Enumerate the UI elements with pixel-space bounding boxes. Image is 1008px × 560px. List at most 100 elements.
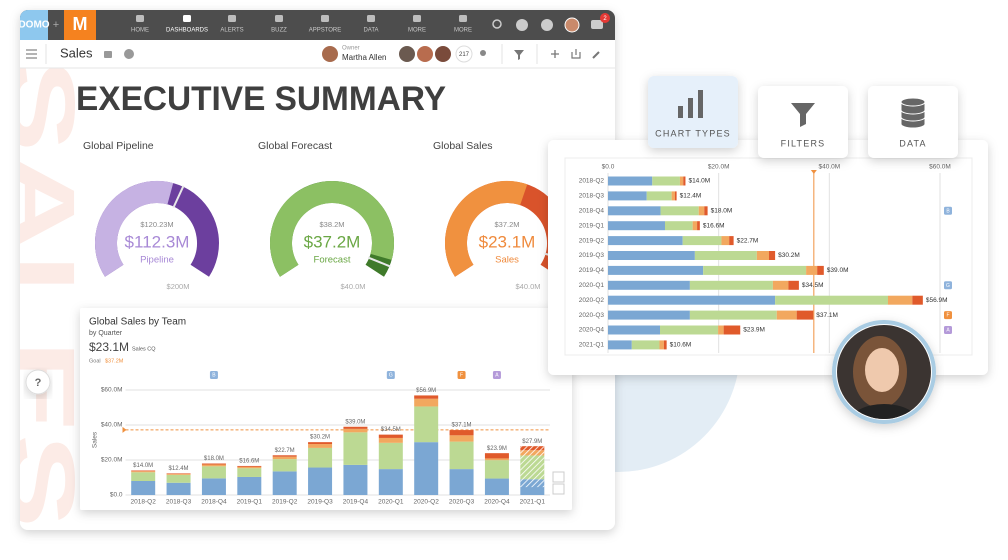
nav-icon[interactable] (136, 15, 144, 22)
bar-segment (704, 206, 708, 216)
annotation-text: B (946, 208, 950, 214)
annotation-icon[interactable] (944, 206, 952, 215)
bar-segment (608, 236, 683, 246)
data-label: $18.0M (711, 208, 733, 215)
y-tick-label: $60.0M (101, 387, 123, 394)
nav-icon[interactable] (413, 15, 421, 22)
viewer-avatar[interactable] (435, 46, 451, 62)
bar-segment (166, 482, 191, 495)
y-tick-label: 2019-Q2 (579, 237, 605, 244)
bar-segment (703, 265, 807, 275)
x-tick-label: 2021-Q1 (520, 499, 546, 506)
lock-icon[interactable] (104, 51, 112, 58)
bar-segment (608, 191, 647, 201)
menu-icon[interactable] (26, 49, 37, 59)
gauge-max-label: $200M (167, 282, 190, 291)
gauge-title: Global Pipeline (83, 140, 154, 152)
bar-segment (308, 442, 333, 445)
annotation-text: B (212, 373, 216, 379)
chat-icon[interactable] (591, 20, 603, 29)
y-tick-label: 2020-Q2 (579, 297, 605, 304)
chart-icon (678, 90, 703, 118)
photo (837, 325, 931, 419)
gauge-target-label: $120.23M (140, 220, 173, 229)
wrench-icon[interactable] (592, 51, 600, 59)
nav-item[interactable]: DASHBOARDS (166, 28, 208, 34)
help-button[interactable] (25, 369, 51, 395)
viewer-count-badge[interactable] (455, 45, 473, 63)
user-avatar[interactable] (564, 17, 580, 33)
nav-item[interactable]: MORE (408, 28, 426, 34)
bar-segment (449, 435, 474, 442)
settings-icon[interactable] (124, 49, 134, 59)
tab-label: CHART TYPES (655, 128, 731, 138)
nav-item[interactable]: APPSTORE (309, 28, 342, 34)
nav-item[interactable]: MORE (454, 28, 472, 34)
bar-segment (237, 476, 262, 495)
add-user-icon[interactable] (480, 50, 486, 56)
toolbar (20, 40, 615, 68)
share-icon[interactable] (571, 49, 581, 59)
nav-icon[interactable] (275, 15, 283, 22)
nav-item[interactable]: ALERTS (220, 28, 243, 34)
bar-segment (166, 473, 191, 474)
data-label: $37.1M (452, 423, 472, 429)
app-content: SALES DOMO + M HOME DASHBOARDS ALERTS BUZZ A… (20, 10, 615, 528)
nav-item[interactable]: BUZZ (271, 28, 287, 34)
annotation-icon[interactable] (944, 326, 952, 334)
badge (600, 13, 610, 23)
bar-segment (608, 176, 653, 186)
y-tick-label: $20.0M (101, 457, 123, 464)
annotation-icon[interactable] (457, 371, 466, 379)
annotation-icon[interactable] (944, 311, 952, 320)
bar-segment (729, 236, 734, 246)
nav-icon[interactable] (183, 15, 191, 22)
viewer-avatar[interactable] (399, 46, 415, 62)
nav-icon[interactable] (321, 15, 329, 22)
nav-icon[interactable] (367, 15, 375, 22)
annotation-text: A (495, 373, 499, 379)
annotation-icon[interactable] (944, 281, 952, 290)
help-icon[interactable] (541, 19, 553, 31)
bar-segment (608, 251, 695, 260)
app-logo-box[interactable] (64, 10, 96, 40)
bar-segment (378, 434, 403, 438)
gauge-max-label: $40.0M (340, 282, 365, 291)
add-icon[interactable] (516, 19, 528, 31)
search-icon[interactable] (492, 19, 502, 29)
annotation-icon[interactable] (386, 371, 395, 379)
bar-segment (674, 191, 677, 201)
help-text: ? (35, 377, 42, 389)
nav-item[interactable]: DATA (363, 28, 378, 34)
zoom-in[interactable] (552, 471, 565, 483)
nav-item[interactable]: HOME (131, 28, 149, 34)
data-label: $22.7M (275, 448, 295, 454)
filter-icon[interactable] (514, 50, 524, 60)
bar-segment (608, 340, 632, 350)
y-tick-label: $40.0M (101, 422, 123, 429)
annotation-text: F (946, 313, 949, 319)
data-label: $37.1M (816, 312, 838, 319)
bar-segment (201, 464, 226, 467)
viewer-avatar[interactable] (417, 46, 433, 62)
x-tick-label: 2019-Q1 (237, 499, 263, 506)
nav-icon[interactable] (228, 15, 236, 22)
goal-value: $37.2M (105, 358, 124, 364)
domo-logo-box[interactable] (20, 10, 48, 40)
zoom-out[interactable] (552, 483, 565, 495)
page-name[interactable]: Sales (60, 45, 93, 60)
x-tick-label: 2019-Q4 (343, 499, 369, 506)
y-tick-label: 2019-Q1 (579, 222, 605, 229)
bar-segment (378, 442, 403, 470)
nav-items: HOME DASHBOARDS ALERTS BUZZ APPSTORE DATA MORE… (131, 15, 472, 34)
annotation-icon[interactable] (492, 371, 501, 379)
owner-avatar[interactable] (322, 46, 338, 62)
bar-segment (414, 442, 439, 495)
bar-segment (664, 221, 693, 231)
nav-icon[interactable] (459, 15, 467, 22)
add-card-icon[interactable] (551, 50, 559, 58)
data-label: $18.0M (204, 456, 224, 462)
user-photo (832, 320, 936, 424)
annotation-icon[interactable] (209, 371, 218, 379)
data-label: $39.0M (345, 419, 365, 425)
